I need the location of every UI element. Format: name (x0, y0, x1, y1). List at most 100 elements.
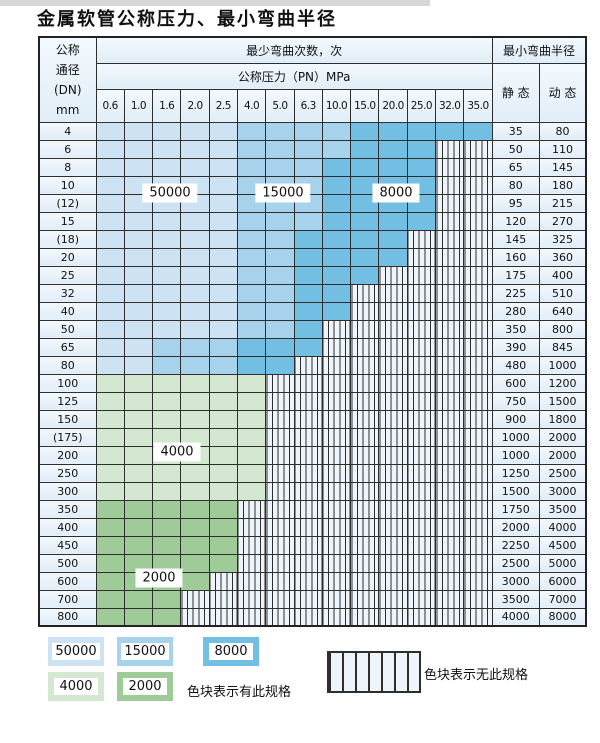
no-spec-cell (378, 607, 408, 627)
pressure-col-header: 4.0 (236, 88, 267, 123)
no-spec-cell (406, 319, 437, 339)
dn-cell: 80 (38, 355, 97, 375)
spec-cell-b1 (152, 283, 182, 303)
spec-cell-b2 (152, 337, 182, 357)
spec-cell-g2 (152, 589, 182, 609)
dynamic-value-cell: 180 (538, 175, 587, 195)
legend-colored-note: 色块表示有此规格 (187, 685, 292, 700)
spec-cell-g2 (152, 535, 182, 555)
table-row: 200 1000 2000 (38, 445, 587, 465)
spec-cell-b1 (95, 229, 125, 249)
spec-cell-b1 (208, 229, 238, 249)
no-spec-cell (350, 319, 380, 339)
no-spec-cell (236, 517, 267, 537)
spec-cell-b1 (152, 247, 182, 267)
spec-cell-b3 (350, 139, 380, 159)
no-spec-cell (378, 499, 408, 519)
table-row: 400 2000 4000 (38, 517, 587, 537)
spec-cell-b3 (463, 121, 493, 141)
static-value-cell: 50 (491, 139, 540, 159)
no-spec-cell (265, 571, 295, 591)
dynamic-value-cell: 2000 (538, 427, 587, 447)
no-spec-cell (350, 517, 380, 537)
band-label-50000: 50000 (142, 183, 198, 203)
no-spec-cell (321, 337, 352, 357)
spec-cell-g2 (123, 607, 154, 627)
spec-cell-b2 (265, 319, 295, 339)
spec-cell-b3 (350, 247, 380, 267)
no-spec-cell (406, 247, 437, 267)
no-spec-cell (463, 517, 493, 537)
dn-cell: 400 (38, 517, 97, 537)
no-spec-cell (463, 589, 493, 609)
table-row: 700 3500 7000 (38, 589, 587, 609)
no-spec-cell (265, 607, 295, 627)
spec-cell-b3 (321, 247, 352, 267)
no-spec-cell (378, 301, 408, 321)
spec-cell-b1 (152, 229, 182, 249)
spec-cell-b1 (180, 139, 210, 159)
no-spec-cell (463, 571, 493, 591)
no-spec-cell (293, 463, 323, 483)
no-spec-cell (321, 607, 352, 627)
no-spec-cell (236, 499, 267, 519)
spec-cell-b1 (95, 211, 125, 231)
table-row: 800 4000 8000 (38, 607, 587, 627)
spec-cell-b3 (378, 211, 408, 231)
spec-cell-b3 (406, 121, 437, 141)
no-spec-cell (406, 355, 437, 375)
no-spec-cell (208, 589, 238, 609)
no-spec-cell (265, 535, 295, 555)
no-spec-cell (293, 517, 323, 537)
spec-cell-b2 (265, 121, 295, 141)
pressure-col-header: 20.0 (378, 88, 408, 123)
spec-cell-b2 (236, 283, 267, 303)
no-spec-cell (463, 211, 493, 231)
spec-cell-b1 (123, 157, 154, 177)
no-spec-cell (350, 337, 380, 357)
dynamic-value-cell: 510 (538, 283, 587, 303)
no-spec-cell (463, 157, 493, 177)
spec-cell-b1 (180, 157, 210, 177)
dn-cell: 100 (38, 373, 97, 393)
no-spec-cell (378, 391, 408, 411)
no-spec-cell (463, 319, 493, 339)
dn-cell: 125 (38, 391, 97, 411)
no-spec-cell (463, 463, 493, 483)
legend: 50000 15000 8000 4000 2000 色块表示有此规格 色块表示无此规格 (0, 637, 600, 723)
no-spec-cell (435, 247, 465, 267)
static-value-cell: 3500 (491, 589, 540, 609)
spec-cell-b3 (321, 229, 352, 249)
spec-cell-b1 (123, 319, 154, 339)
spec-cell-b1 (95, 301, 125, 321)
spec-cell-g1 (152, 481, 182, 501)
dynamic-value-cell: 4000 (538, 517, 587, 537)
dynamic-value-cell: 7000 (538, 589, 587, 609)
spec-cell-b1 (95, 319, 125, 339)
static-value-cell: 1000 (491, 427, 540, 447)
no-spec-cell (321, 481, 352, 501)
spec-cell-b1 (123, 139, 154, 159)
spec-cell-g2 (123, 517, 154, 537)
spec-cell-b1 (152, 319, 182, 339)
spec-cell-b2 (152, 355, 182, 375)
spec-cell-g1 (123, 409, 154, 429)
legend-swatch-label: 2000 (123, 678, 167, 695)
dynamic-value-cell: 270 (538, 211, 587, 231)
no-spec-cell (435, 427, 465, 447)
dn-cell: (175) (38, 427, 97, 447)
no-spec-cell (321, 355, 352, 375)
spec-cell-b2 (208, 337, 238, 357)
spec-cell-g1 (95, 391, 125, 411)
no-spec-cell (350, 301, 380, 321)
spec-cell-b3 (378, 157, 408, 177)
spec-cell-b2 (208, 355, 238, 375)
dn-header-line: (DN) (53, 82, 82, 97)
no-spec-cell (435, 571, 465, 591)
spec-cell-g2 (208, 517, 238, 537)
table-row: 500 2500 5000 (38, 553, 587, 573)
table-row: (18) 145 325 (38, 229, 587, 249)
no-spec-cell (350, 463, 380, 483)
table-row: 125 750 1500 (38, 391, 587, 411)
spec-cell-g1 (236, 373, 267, 393)
